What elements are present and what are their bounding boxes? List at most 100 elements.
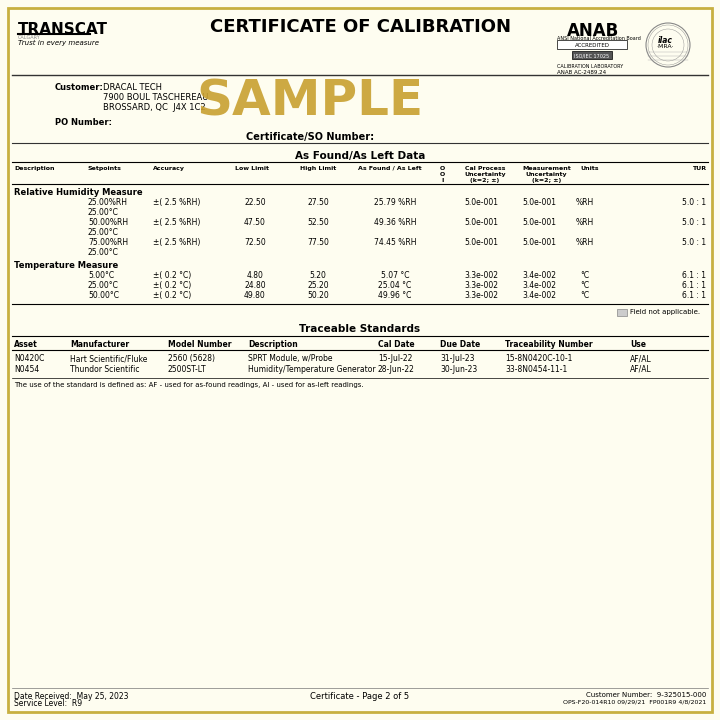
- Text: The use of the standard is defined as: AF - used for as-found readings, Al - use: The use of the standard is defined as: A…: [14, 382, 364, 388]
- Text: ·MRA·: ·MRA·: [656, 44, 674, 49]
- Text: ilac: ilac: [658, 36, 673, 45]
- Text: 25.00°C: 25.00°C: [88, 208, 119, 217]
- Text: Hart Scientific/Fluke: Hart Scientific/Fluke: [70, 354, 148, 363]
- Text: Certificate/SO Number:: Certificate/SO Number:: [246, 132, 374, 142]
- Text: Model Number: Model Number: [168, 340, 232, 349]
- Text: ACCREDITED: ACCREDITED: [575, 43, 610, 48]
- Text: O
O
I: O O I: [440, 166, 445, 183]
- Text: 49.96 °C: 49.96 °C: [378, 291, 412, 300]
- Text: As Found / As Left: As Found / As Left: [358, 166, 422, 171]
- Text: AF/AL: AF/AL: [630, 354, 652, 363]
- Text: BROSSARD, QC  J4X 1C2: BROSSARD, QC J4X 1C2: [103, 103, 206, 112]
- Text: ISO/IEC 17025: ISO/IEC 17025: [575, 53, 610, 58]
- Text: Trust in every measure: Trust in every measure: [18, 40, 99, 46]
- Text: ±( 2.5 %RH): ±( 2.5 %RH): [153, 218, 200, 227]
- Text: Certificate - Page 2 of 5: Certificate - Page 2 of 5: [310, 692, 410, 701]
- Text: TRANSCAT: TRANSCAT: [18, 22, 108, 37]
- Text: As Found/As Left Data: As Found/As Left Data: [294, 151, 426, 161]
- Text: 15-Jul-22: 15-Jul-22: [378, 354, 413, 363]
- Text: 74.45 %RH: 74.45 %RH: [374, 238, 416, 247]
- Text: 5.0e-001: 5.0e-001: [464, 238, 498, 247]
- Text: %RH: %RH: [576, 198, 594, 207]
- Text: %RH: %RH: [576, 238, 594, 247]
- Text: CERTIFICATE OF CALIBRATION: CERTIFICATE OF CALIBRATION: [210, 18, 510, 36]
- Text: Cal Date: Cal Date: [378, 340, 415, 349]
- Text: 31-Jul-23: 31-Jul-23: [440, 354, 474, 363]
- Text: 49.36 %RH: 49.36 %RH: [374, 218, 416, 227]
- Text: 27.50: 27.50: [307, 198, 329, 207]
- Text: 30-Jun-23: 30-Jun-23: [440, 365, 477, 374]
- Text: 5.0e-001: 5.0e-001: [464, 198, 498, 207]
- Text: 77.50: 77.50: [307, 238, 329, 247]
- Text: OPS-F20-014R10 09/29/21  FP001R9 4/8/2021: OPS-F20-014R10 09/29/21 FP001R9 4/8/2021: [563, 699, 706, 704]
- Text: 3.3e-002: 3.3e-002: [464, 281, 498, 290]
- Text: CALGARY: CALGARY: [18, 35, 41, 40]
- Text: 25.00°C: 25.00°C: [88, 248, 119, 257]
- Text: 7900 BOUL TASCHEREAU: 7900 BOUL TASCHEREAU: [103, 93, 208, 102]
- Text: 5.0e-001: 5.0e-001: [464, 218, 498, 227]
- Text: 3.4e-002: 3.4e-002: [522, 291, 556, 300]
- Text: Traceable Standards: Traceable Standards: [300, 324, 420, 334]
- Text: Field not applicable.: Field not applicable.: [630, 309, 700, 315]
- Text: 4.80: 4.80: [246, 271, 264, 280]
- Text: 5.20: 5.20: [310, 271, 326, 280]
- Text: ±( 0.2 °C): ±( 0.2 °C): [153, 281, 192, 290]
- Bar: [572, 51, 612, 59]
- Text: Service Level:  R9: Service Level: R9: [14, 699, 82, 708]
- Text: 72.50: 72.50: [244, 238, 266, 247]
- Text: 24.80: 24.80: [244, 281, 266, 290]
- Text: 25.04 °C: 25.04 °C: [379, 281, 412, 290]
- Text: ±( 0.2 °C): ±( 0.2 °C): [153, 271, 192, 280]
- Text: 6.1 : 1: 6.1 : 1: [682, 291, 706, 300]
- Text: PO Number:: PO Number:: [55, 118, 112, 127]
- Text: 2500ST-LT: 2500ST-LT: [168, 365, 207, 374]
- Text: 47.50: 47.50: [244, 218, 266, 227]
- Text: 33-8N0454-11-1: 33-8N0454-11-1: [505, 365, 567, 374]
- Text: SPRT Module, w/Probe: SPRT Module, w/Probe: [248, 354, 333, 363]
- Text: 3.3e-002: 3.3e-002: [464, 291, 498, 300]
- Text: 25.79 %RH: 25.79 %RH: [374, 198, 416, 207]
- Text: 3.4e-002: 3.4e-002: [522, 271, 556, 280]
- Text: 5.07 °C: 5.07 °C: [381, 271, 409, 280]
- Text: Date Received:  May 25, 2023: Date Received: May 25, 2023: [14, 692, 128, 701]
- Text: 3.3e-002: 3.3e-002: [464, 271, 498, 280]
- Text: 5.0e-001: 5.0e-001: [522, 198, 556, 207]
- Text: DRACAL TECH: DRACAL TECH: [103, 83, 162, 92]
- Text: 50.00°C: 50.00°C: [88, 291, 119, 300]
- Text: ±( 0.2 °C): ±( 0.2 °C): [153, 291, 192, 300]
- Text: 5.0 : 1: 5.0 : 1: [682, 238, 706, 247]
- Text: Traceability Number: Traceability Number: [505, 340, 593, 349]
- Text: 3.4e-002: 3.4e-002: [522, 281, 556, 290]
- Text: Manufacturer: Manufacturer: [70, 340, 129, 349]
- Text: Due Date: Due Date: [440, 340, 480, 349]
- Text: 25.20: 25.20: [307, 281, 329, 290]
- Text: ANAB AC-2489.24: ANAB AC-2489.24: [557, 70, 606, 75]
- Text: Description: Description: [14, 166, 55, 171]
- Text: SAMPLE: SAMPLE: [197, 78, 423, 126]
- Text: 49.80: 49.80: [244, 291, 266, 300]
- Text: TUR: TUR: [692, 166, 706, 171]
- Text: Use: Use: [630, 340, 646, 349]
- Text: ANSI National Accreditation Board: ANSI National Accreditation Board: [557, 36, 641, 41]
- Text: AF/AL: AF/AL: [630, 365, 652, 374]
- Text: Thundor Scientific: Thundor Scientific: [70, 365, 140, 374]
- Bar: [617, 309, 627, 316]
- Text: 5.00°C: 5.00°C: [88, 271, 114, 280]
- Text: CALIBRATION LABORATORY: CALIBRATION LABORATORY: [557, 64, 624, 69]
- Text: 25.00°C: 25.00°C: [88, 281, 119, 290]
- Text: Cal Process
Uncertainty
(k=2; ±): Cal Process Uncertainty (k=2; ±): [464, 166, 505, 183]
- Text: 15-8N0420C-10-1: 15-8N0420C-10-1: [505, 354, 572, 363]
- Text: °C: °C: [580, 271, 590, 280]
- Text: ±( 2.5 %RH): ±( 2.5 %RH): [153, 198, 200, 207]
- Text: ANAB: ANAB: [567, 22, 619, 40]
- Text: Humidity/Temperature Generator: Humidity/Temperature Generator: [248, 365, 376, 374]
- Text: Asset: Asset: [14, 340, 37, 349]
- Text: 6.1 : 1: 6.1 : 1: [682, 281, 706, 290]
- Text: 5.0 : 1: 5.0 : 1: [682, 218, 706, 227]
- Text: N0454: N0454: [14, 365, 40, 374]
- Text: Customer Number:  9-325015-000: Customer Number: 9-325015-000: [585, 692, 706, 698]
- Text: Setpoints: Setpoints: [88, 166, 122, 171]
- Text: 28-Jun-22: 28-Jun-22: [378, 365, 415, 374]
- Text: 2560 (5628): 2560 (5628): [168, 354, 215, 363]
- Text: Description: Description: [248, 340, 298, 349]
